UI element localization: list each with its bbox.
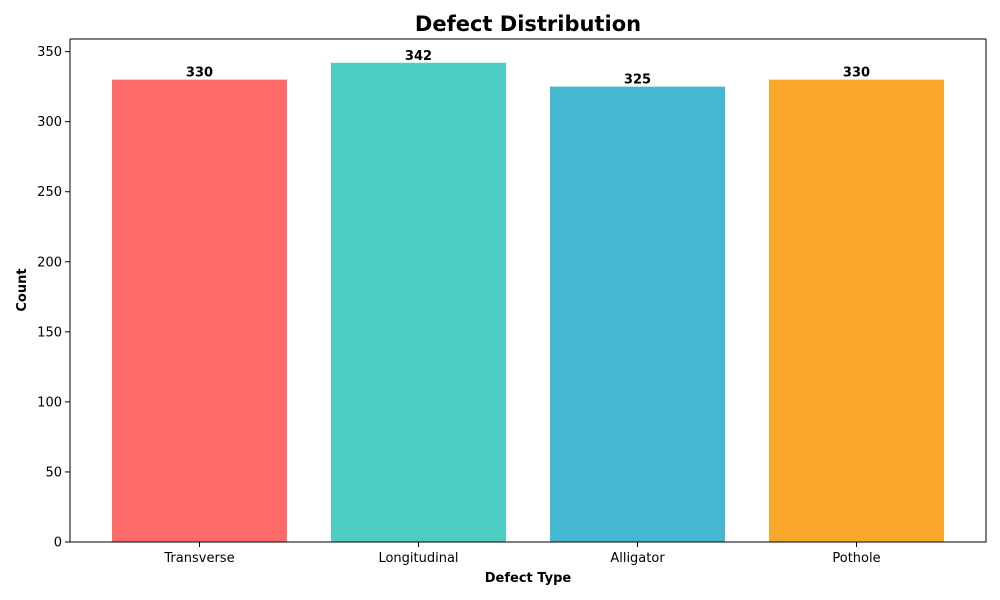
bar-alligator <box>550 86 725 543</box>
x-tick-label-pothole: Pothole <box>832 551 880 566</box>
bar-pothole <box>769 79 944 542</box>
y-tick-label: 100 <box>37 395 62 410</box>
y-axis-label: Count <box>15 268 30 311</box>
data-label-alligator: 325 <box>624 73 651 88</box>
x-tick-label-alligator: Alligator <box>610 551 665 566</box>
data-label-longitudinal: 342 <box>405 49 432 64</box>
data-label-transverse: 330 <box>186 66 213 81</box>
y-axis: 0 50 100 150 200 250 300 350 <box>37 45 70 551</box>
data-label-pothole: 330 <box>843 66 870 81</box>
y-tick-label: 350 <box>37 45 62 60</box>
y-tick-label: 200 <box>37 255 62 270</box>
x-axis-label: Defect Type <box>485 571 572 586</box>
x-tick-label-transverse: Transverse <box>163 551 234 566</box>
bars-group <box>112 62 944 543</box>
plot-frame <box>69 38 987 543</box>
y-tick-label: 50 <box>45 465 62 480</box>
data-labels-group: 330 342 325 330 <box>186 49 870 88</box>
chart-title: Defect Distribution <box>415 12 641 36</box>
y-tick-label: 0 <box>54 536 62 551</box>
x-axis: Transverse Longitudinal Alligator Pothole <box>163 542 881 566</box>
y-tick-label: 150 <box>37 325 62 340</box>
y-tick-label: 250 <box>37 185 62 200</box>
bar-transverse <box>112 79 287 542</box>
bar-longitudinal <box>331 62 506 543</box>
x-tick-label-longitudinal: Longitudinal <box>378 551 458 566</box>
y-tick-label: 300 <box>37 115 62 130</box>
